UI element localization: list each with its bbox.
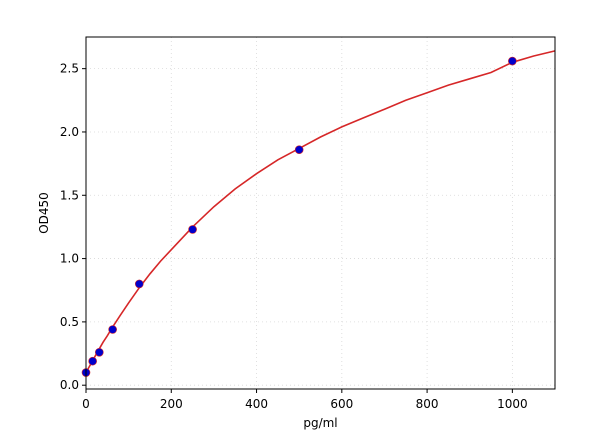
y-axis-label: OD450 <box>37 192 51 234</box>
points-layer <box>81 56 517 377</box>
data-point <box>188 225 197 234</box>
data-point <box>88 356 97 366</box>
fit-curve <box>85 50 556 373</box>
x-axis-ticks: 0 200 400 600 800 1000 <box>82 389 528 411</box>
y-tick-label: 0.5 <box>60 315 79 329</box>
y-tick-label: 1.0 <box>60 252 79 266</box>
x-tick-label: 400 <box>245 397 268 411</box>
data-point <box>134 279 144 289</box>
data-point <box>108 325 117 334</box>
y-tick-label: 2.5 <box>60 62 79 76</box>
x-tick-label: 800 <box>416 397 439 411</box>
y-tick-label: 1.5 <box>60 188 79 202</box>
data-point <box>95 347 104 357</box>
x-tick-label: 600 <box>330 397 353 411</box>
x-axis-label: pg/ml <box>303 416 337 430</box>
data-point <box>508 56 517 66</box>
fit-curve-layer <box>85 50 556 373</box>
x-tick-label: 0 <box>82 397 90 411</box>
y-tick-label: 2.0 <box>60 125 79 139</box>
y-axis-ticks: 0.0 0.5 1.0 1.5 2.0 2.5 <box>60 62 86 392</box>
y-tick-label: 0.0 <box>60 378 79 392</box>
x-tick-label: 1000 <box>497 397 528 411</box>
data-point <box>294 145 304 154</box>
x-tick-label: 200 <box>160 397 183 411</box>
plot-frame <box>85 36 556 390</box>
grid <box>85 37 555 389</box>
